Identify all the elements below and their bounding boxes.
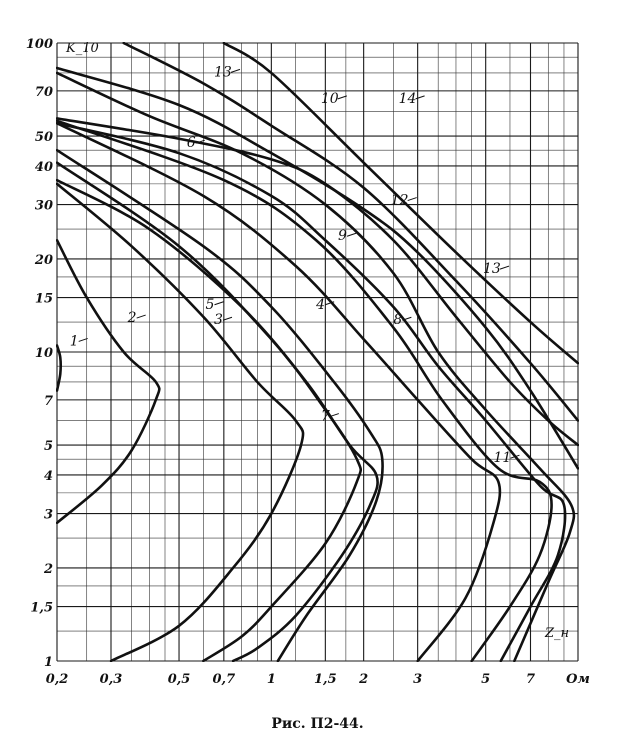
figure-caption: Рис. П2-44. xyxy=(271,716,364,732)
grid xyxy=(56,42,579,662)
y-tick-label: 40 xyxy=(35,160,53,175)
curve-label-leader xyxy=(415,95,425,100)
curve-14 xyxy=(222,42,579,365)
x-tick-label: 2 xyxy=(358,672,368,687)
curve-13 xyxy=(56,66,579,470)
curve-6 xyxy=(56,121,567,662)
x-tick-label: Ом xyxy=(566,672,590,687)
curve-label-leader xyxy=(402,316,412,321)
curve-label-leader xyxy=(214,301,224,306)
curve-7 xyxy=(56,148,384,662)
curve-label-leader xyxy=(510,454,520,459)
curve-label-leader xyxy=(407,197,417,202)
y-tick-label: 7 xyxy=(44,394,53,409)
curve-label-11: 11 xyxy=(493,450,511,466)
y-tick-label: 1,5 xyxy=(30,601,53,616)
y-tick-label: 2 xyxy=(43,562,53,577)
curve-5 xyxy=(56,178,379,662)
x-axis-label: Z_н xyxy=(544,626,569,641)
y-tick-label: 30 xyxy=(35,199,53,214)
curve-11 xyxy=(56,71,576,662)
y-tick-label: 10 xyxy=(35,346,53,361)
x-tick-label: 1 xyxy=(267,672,276,687)
curve-label-5: 5 xyxy=(206,297,215,313)
x-tick-label: 7 xyxy=(526,672,535,687)
x-tick-label: 0,2 xyxy=(46,672,69,687)
y-tick-label: 50 xyxy=(35,130,53,145)
curve-label-12: 12 xyxy=(391,193,409,209)
y-tick-label: 20 xyxy=(34,253,53,268)
curve-label-leader xyxy=(195,139,205,144)
y-tick-label: 15 xyxy=(35,292,53,307)
curve-label-6: 6 xyxy=(187,135,196,151)
curve-10 xyxy=(122,42,579,422)
tick-labels: 0,2 0,3 0,5 0,7 1 1,5 2 3 5 7 Ом11,523457101520304… xyxy=(26,37,590,687)
curve-label-leader xyxy=(222,316,233,321)
curve-9 xyxy=(56,119,553,662)
curve-label-3: 3 xyxy=(214,312,223,328)
curve-label-10: 10 xyxy=(321,91,339,107)
curve-label-2: 2 xyxy=(127,310,137,326)
curve-label-1: 1 xyxy=(70,333,79,349)
curve-label-4: 4 xyxy=(315,297,325,313)
curve-label-leader xyxy=(230,68,241,73)
y-tick-label: 4 xyxy=(44,469,53,484)
x-tick-label: 0,5 xyxy=(168,672,191,687)
curve-3 xyxy=(56,182,305,662)
curve-label-leader xyxy=(346,232,357,237)
curves xyxy=(56,42,579,662)
curve-label-leader xyxy=(329,413,339,418)
y-axis-label: K_10 xyxy=(65,41,99,56)
y-tick-label: 5 xyxy=(44,439,53,454)
curve-label-leader xyxy=(324,301,335,306)
curve-label-leader xyxy=(136,314,146,319)
y-tick-label: 3 xyxy=(44,508,53,523)
x-tick-label: 0,7 xyxy=(213,672,236,687)
curve-12 xyxy=(56,117,579,447)
curve-label-leader xyxy=(78,337,88,342)
curve-label-9: 9 xyxy=(338,228,347,244)
y-tick-label: 1 xyxy=(44,655,53,670)
curve-label-8: 8 xyxy=(393,312,402,328)
curve-2 xyxy=(56,238,161,525)
curve-1 xyxy=(56,344,62,392)
y-tick-label: 100 xyxy=(26,37,53,52)
curve-4 xyxy=(56,161,363,662)
curve-8 xyxy=(56,121,502,662)
x-tick-label: 3 xyxy=(413,672,422,687)
curve-label-14: 14 xyxy=(399,91,417,107)
y-tick-label: 70 xyxy=(35,85,53,100)
curve-label-leader xyxy=(337,95,347,100)
x-tick-label: 0,3 xyxy=(100,672,123,687)
curve-label-13: 13 xyxy=(483,261,501,277)
curve-label-leader xyxy=(499,265,510,270)
x-tick-label: 5 xyxy=(481,672,490,687)
x-tick-label: 1,5 xyxy=(314,672,337,687)
curve-label-7: 7 xyxy=(321,409,330,425)
curve-label-13: 13 xyxy=(214,64,232,80)
